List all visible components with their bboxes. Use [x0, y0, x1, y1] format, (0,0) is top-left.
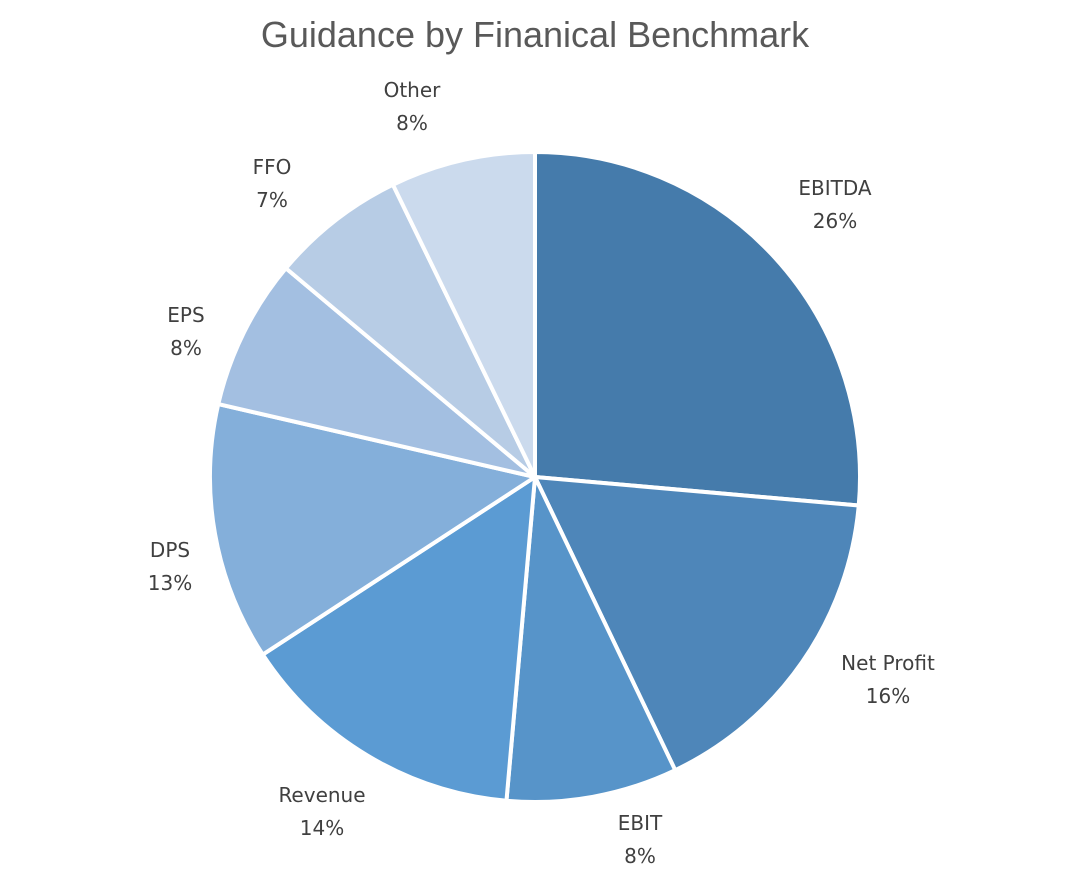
slice-label-ffo: FFO	[253, 155, 292, 179]
pie-slice-ffo	[283, 182, 537, 479]
slice-label-other: Other	[384, 78, 442, 102]
slice-label-ebitda: EBITDA	[798, 176, 872, 200]
slice-label-dps: DPS	[150, 538, 190, 562]
slice-label-net-profit: Net Profit	[841, 651, 935, 675]
slice-pct-other: 8%	[396, 111, 428, 135]
pie-slice-dps	[208, 402, 537, 657]
pie-slices	[208, 150, 862, 804]
slice-pct-net-profit: 16%	[866, 684, 910, 708]
pie-slice-eps	[216, 266, 537, 479]
pie-slice-net-profit	[533, 475, 861, 773]
slice-label-ebit: EBIT	[618, 811, 663, 835]
slice-pct-ebitda: 26%	[813, 209, 857, 233]
slice-label-eps: EPS	[167, 303, 204, 327]
chart-title: Guidance by Finanical Benchmark	[260, 14, 810, 55]
slice-label-revenue: Revenue	[278, 783, 365, 807]
pie-slice-revenue	[260, 475, 537, 803]
pie-slice-other	[390, 150, 537, 479]
slice-pct-ebit: 8%	[624, 844, 656, 868]
slice-pct-ffo: 7%	[256, 188, 288, 212]
slice-pct-revenue: 14%	[300, 816, 344, 840]
slice-pct-eps: 8%	[170, 336, 202, 360]
pie-slice-ebit	[504, 475, 678, 804]
slice-pct-dps: 13%	[148, 571, 192, 595]
pie-slice-ebitda	[533, 150, 862, 508]
slice-labels: EBITDA 26% Net Profit 16% EBIT 8% Revenue 14% DP…	[148, 78, 935, 868]
